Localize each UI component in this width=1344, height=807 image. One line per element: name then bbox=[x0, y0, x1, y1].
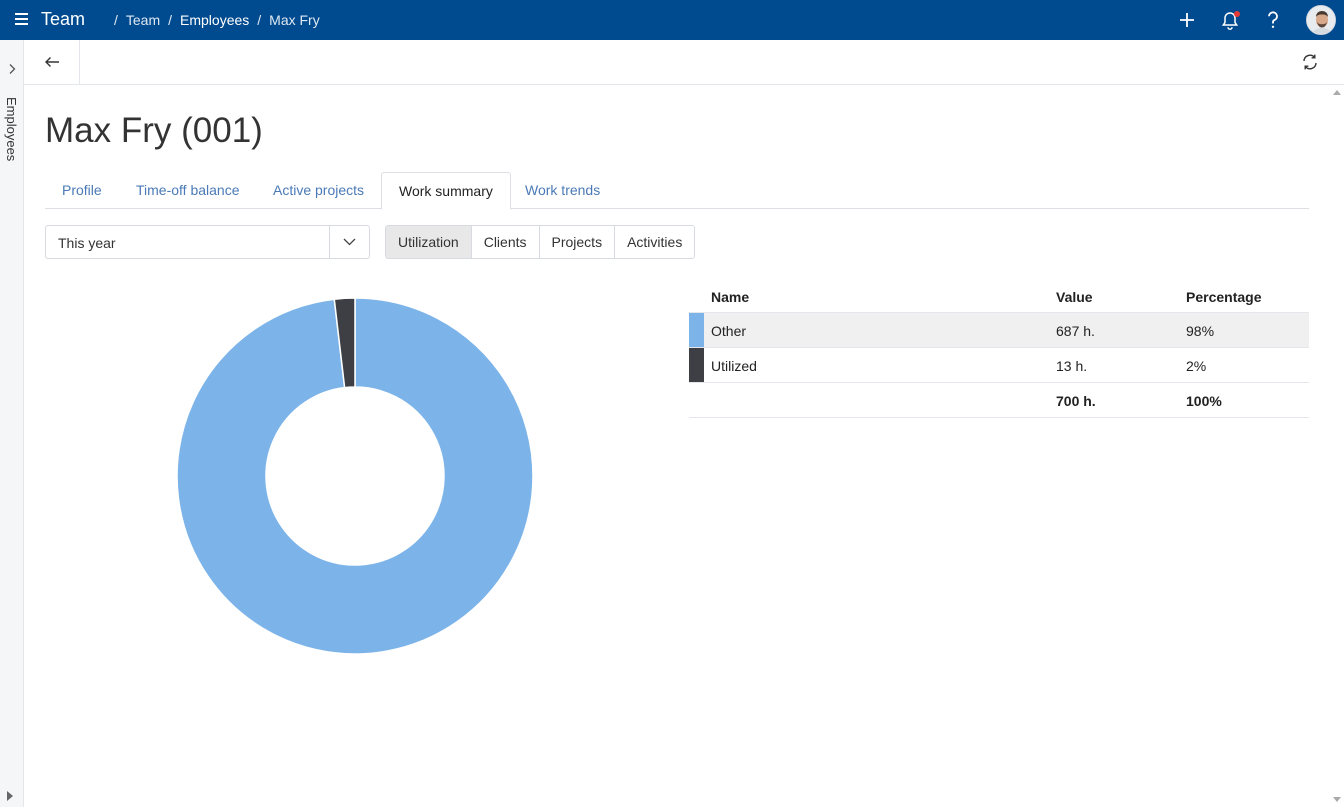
color-swatch bbox=[689, 348, 704, 382]
side-rail-label[interactable]: Employees bbox=[4, 97, 19, 162]
menu-icon[interactable] bbox=[15, 13, 28, 25]
tab-time-off-balance[interactable]: Time-off balance bbox=[136, 182, 240, 198]
breadcrumb: / Team / Employees / Max Fry bbox=[106, 12, 320, 28]
vertical-scrollbar[interactable] bbox=[1330, 85, 1344, 807]
table-row[interactable]: Other 687 h. 98% bbox=[689, 313, 1309, 348]
chevron-down-icon[interactable] bbox=[329, 226, 369, 258]
add-icon[interactable] bbox=[1176, 9, 1198, 31]
view-utilization-button[interactable]: Utilization bbox=[386, 226, 472, 258]
breadcrumb-separator: / bbox=[168, 12, 173, 28]
total-percentage: 100% bbox=[1186, 393, 1222, 409]
summary-table: Name Value Percentage Other 687 h. 98% U… bbox=[689, 279, 1309, 418]
arrow-left-icon bbox=[44, 57, 59, 67]
help-icon[interactable] bbox=[1262, 9, 1284, 31]
tab-bar: Profile Time-off balance Active projects… bbox=[45, 172, 1309, 210]
scroll-down-icon[interactable] bbox=[1333, 797, 1341, 802]
table-total-row: 700 h. 100% bbox=[689, 383, 1309, 418]
breadcrumb-separator: / bbox=[257, 12, 262, 28]
back-button[interactable] bbox=[24, 40, 80, 84]
toolbar bbox=[24, 40, 1344, 85]
bell-icon[interactable] bbox=[1219, 9, 1241, 31]
breadcrumb-item-employees[interactable]: Employees bbox=[180, 12, 250, 28]
period-select-value: This year bbox=[58, 235, 116, 251]
page-title: Max Fry (001) bbox=[45, 111, 263, 150]
side-rail: Employees bbox=[0, 40, 24, 807]
breadcrumb-separator: / bbox=[114, 12, 118, 28]
header-percentage[interactable]: Percentage bbox=[1186, 289, 1262, 305]
view-projects-button[interactable]: Projects bbox=[539, 226, 616, 258]
tab-active-projects[interactable]: Active projects bbox=[273, 182, 365, 198]
header-value[interactable]: Value bbox=[1056, 289, 1093, 305]
donut-slice-other[interactable] bbox=[176, 297, 534, 655]
expand-triangle-icon[interactable] bbox=[7, 791, 13, 801]
refresh-icon[interactable] bbox=[1300, 52, 1320, 72]
breadcrumb-item-team[interactable]: Team bbox=[125, 12, 161, 28]
color-swatch bbox=[689, 313, 704, 347]
donut-slice-utilized[interactable] bbox=[333, 297, 356, 389]
row-name: Other bbox=[711, 323, 747, 339]
chevron-right-icon[interactable] bbox=[6, 63, 18, 75]
scroll-up-icon[interactable] bbox=[1333, 90, 1341, 95]
period-select[interactable]: This year bbox=[45, 225, 370, 259]
utilization-donut-chart bbox=[176, 297, 534, 655]
total-value: 700 h. bbox=[1056, 393, 1096, 409]
tab-work-summary[interactable]: Work summary bbox=[381, 172, 511, 210]
table-row[interactable]: Utilized 13 h. 2% bbox=[689, 348, 1309, 383]
header-name[interactable]: Name bbox=[711, 289, 750, 305]
tab-work-trends[interactable]: Work trends bbox=[525, 182, 601, 198]
avatar[interactable] bbox=[1306, 5, 1336, 35]
breadcrumb-item-current: Max Fry bbox=[269, 12, 320, 28]
row-percentage: 98% bbox=[1186, 323, 1215, 339]
row-percentage: 2% bbox=[1186, 358, 1207, 374]
app-title[interactable]: Team bbox=[41, 9, 86, 29]
row-name: Utilized bbox=[711, 358, 757, 374]
row-value: 687 h. bbox=[1056, 323, 1095, 339]
view-activities-button[interactable]: Activities bbox=[615, 226, 695, 258]
notification-dot bbox=[1234, 11, 1240, 17]
row-value: 13 h. bbox=[1056, 358, 1088, 374]
table-header-row: Name Value Percentage bbox=[689, 279, 1309, 313]
top-bar: Team / Team / Employees / Max Fry bbox=[0, 0, 1344, 40]
view-switcher: Utilization Clients Projects Activities bbox=[385, 225, 696, 259]
view-clients-button[interactable]: Clients bbox=[471, 226, 540, 258]
tab-profile[interactable]: Profile bbox=[62, 182, 102, 198]
